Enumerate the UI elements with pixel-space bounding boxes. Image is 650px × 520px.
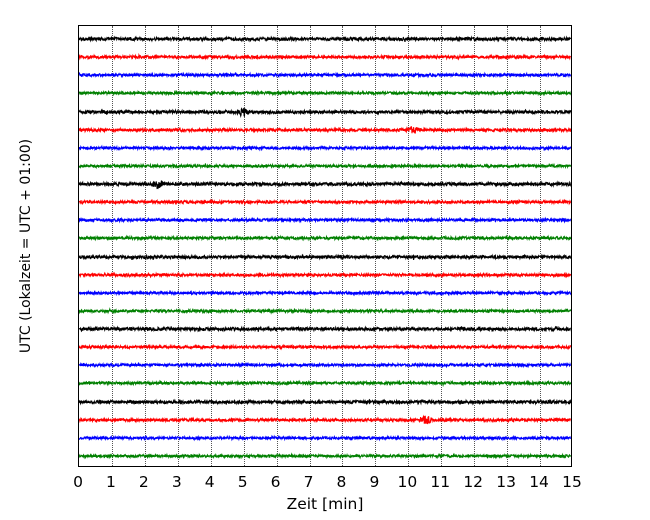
trace-0130 [79,141,571,155]
trace-0400 [79,322,571,336]
x-tick-label-3: 3 [171,473,182,491]
y-tick-0300 [78,257,79,258]
trace-0145 [79,159,571,173]
y-tick-0000 [78,39,79,40]
x-tick-9 [375,466,376,467]
trace-0115 [79,123,571,137]
x-tick-label-7: 7 [303,473,314,491]
x-tick-label-10: 10 [397,473,418,491]
x-tick-6 [277,466,278,467]
x-tick-2 [145,466,146,467]
x-tick-5 [244,466,245,467]
trace-0545 [79,449,571,463]
trace-0300 [79,250,571,264]
trace-0330 [79,286,571,300]
trace-container [79,26,571,466]
x-tick-label-11: 11 [430,473,451,491]
x-tick-label-5: 5 [237,473,248,491]
x-tick-3 [178,466,179,467]
x-tick-label-13: 13 [496,473,516,491]
trace-0015 [79,50,571,64]
y-tick-0200 [78,184,79,185]
x-axis-label: Zeit [min] [286,495,364,513]
trace-0100 [79,105,571,119]
trace-0230 [79,213,571,227]
trace-0245 [79,231,571,245]
trace-0345 [79,304,571,318]
x-tick-label-1: 1 [105,473,116,491]
x-tick-11 [441,466,442,467]
x-tick-label-2: 2 [138,473,149,491]
x-tick-7 [310,466,311,467]
x-tick-4 [211,466,212,467]
x-tick-1 [112,466,113,467]
trace-0430 [79,358,571,372]
trace-0515 [79,413,571,427]
x-tick-label-6: 6 [270,473,281,491]
trace-0530 [79,431,571,445]
x-tick-10 [408,466,409,467]
trace-0500 [79,395,571,409]
x-tick-12 [474,466,475,467]
y-tick-0500 [78,402,79,403]
trace-0215 [79,195,571,209]
plot-area [78,25,572,467]
trace-0045 [79,86,571,100]
trace-0000 [79,32,571,46]
x-tick-label-14: 14 [529,473,549,491]
x-tick-label-8: 8 [336,473,347,491]
trace-0445 [79,376,571,390]
x-tick-13 [507,466,508,467]
x-tick-label-4: 4 [204,473,215,491]
y-axis-label: UTC (Lokalzeit = UTC + 01:00) [18,138,34,354]
x-tick-0 [79,466,80,467]
trace-0415 [79,340,571,354]
trace-0200 [79,177,571,191]
y-tick-0100 [78,112,79,113]
x-tick-label-0: 0 [73,473,83,491]
trace-0315 [79,268,571,282]
x-tick-label-12: 12 [463,473,484,491]
trace-0030 [79,68,571,82]
x-tick-label-15: 15 [562,473,582,491]
y-tick-0400 [78,329,79,330]
x-tick-14 [540,466,541,467]
x-tick-8 [342,466,343,467]
x-tick-label-9: 9 [369,473,380,491]
